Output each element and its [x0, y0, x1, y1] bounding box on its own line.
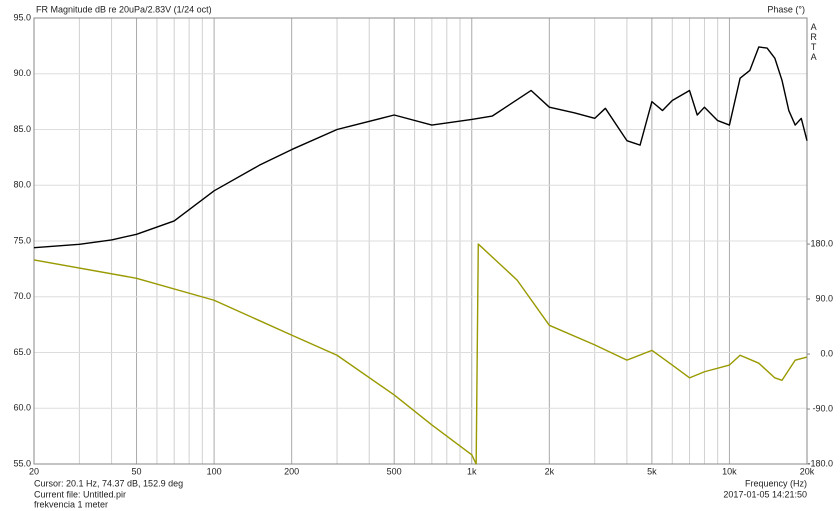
note: frekvencia 1 meter [34, 499, 108, 509]
y-tick-label: 85.0 [13, 124, 31, 134]
y2-tick-label: 180.0 [810, 238, 833, 248]
y-tick-label: 55.0 [13, 458, 31, 468]
y2-axis-label: Phase (°) [767, 4, 805, 14]
y2-tick-label: -90.0 [812, 403, 833, 413]
y-tick-label: 80.0 [13, 180, 31, 190]
y-tick-label: 70.0 [13, 291, 31, 301]
x-tick-label: 200 [284, 466, 299, 476]
cursor-readout: Cursor: 20.1 Hz, 74.37 dB, 152.9 deg [34, 478, 183, 488]
y2-tick-label: 90.0 [815, 293, 833, 303]
y-tick-label: 60.0 [13, 403, 31, 413]
brand: ARTA [809, 22, 819, 62]
y2-tick-label: 0.0 [820, 348, 833, 358]
y-tick-label: 95.0 [13, 12, 31, 22]
x-tick-label: 50 [132, 466, 142, 476]
y-tick-label: 90.0 [13, 68, 31, 78]
timestamp: 2017-01-05 14:21:50 [723, 489, 807, 499]
y2-tick-label: -180.0 [807, 458, 833, 468]
chart-title: FR Magnitude dB re 20uPa/2.83V (1/24 oct… [36, 4, 212, 14]
series-line [33, 46, 808, 249]
x-tick-label: 2k [545, 466, 555, 476]
file-name: Current file: Untitled.pir [34, 489, 126, 499]
x-tick-label: 1k [467, 466, 477, 476]
x-tick-label: 5k [647, 466, 657, 476]
x-axis-label: Frequency (Hz) [745, 478, 807, 488]
x-tick-label: 10k [722, 466, 737, 476]
plot-frame [33, 17, 808, 465]
y-tick-label: 65.0 [13, 347, 31, 357]
x-tick-label: 500 [387, 466, 402, 476]
x-tick-label: 100 [207, 466, 222, 476]
y-tick-label: 75.0 [13, 235, 31, 245]
x-tick-label: 20k [800, 466, 815, 476]
series-line [33, 243, 808, 465]
x-tick-label: 20 [29, 466, 39, 476]
